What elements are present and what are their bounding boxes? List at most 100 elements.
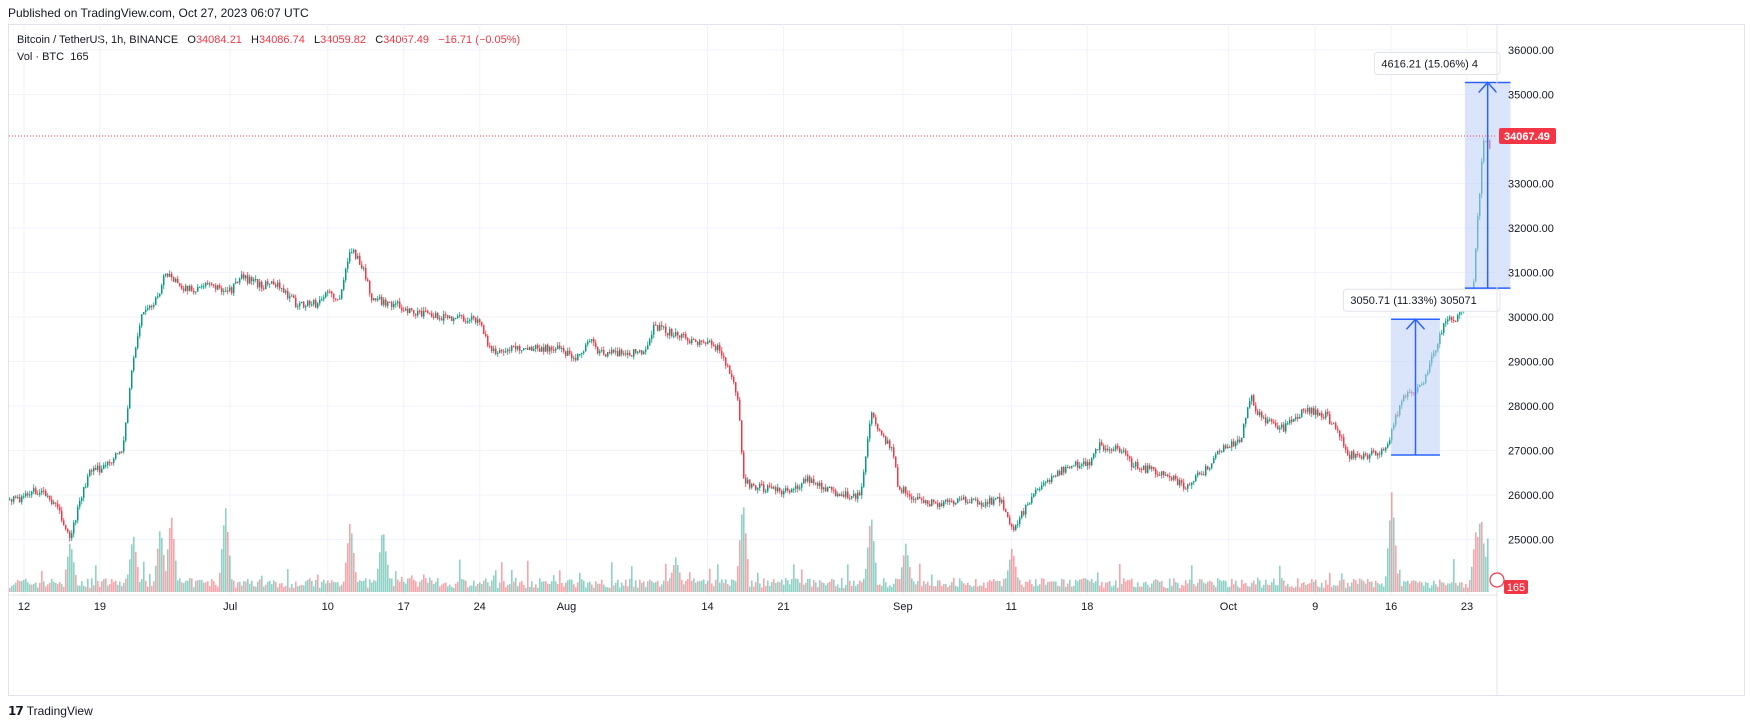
volume-bar	[493, 575, 495, 592]
candle-body	[599, 351, 601, 354]
volume-bar	[429, 577, 431, 592]
volume-bar	[415, 581, 417, 592]
candle-body	[471, 316, 473, 320]
volume-bar	[1331, 586, 1333, 592]
candle-body	[407, 308, 409, 313]
chart-frame[interactable]	[8, 24, 1745, 696]
volume-bar	[1195, 586, 1197, 592]
volume-bar	[21, 581, 23, 592]
volume-bar	[359, 580, 361, 592]
volume-bar	[919, 563, 921, 592]
volume-bar	[1479, 523, 1481, 592]
candle-body	[1057, 470, 1059, 477]
candle-body	[613, 349, 615, 353]
candle-body	[283, 288, 285, 293]
candle-body	[1443, 323, 1445, 334]
volume-bar	[897, 579, 899, 592]
candle-body	[767, 485, 769, 492]
volume-bar	[839, 587, 841, 592]
candle-body	[1117, 445, 1119, 449]
volume-bar	[219, 572, 221, 592]
volume-bar	[1291, 586, 1293, 592]
volume-bar	[1067, 583, 1069, 592]
volume-bar	[1215, 587, 1217, 592]
volume-bar	[65, 569, 67, 592]
candle-body	[573, 357, 575, 359]
candle-body	[543, 347, 545, 352]
volume-bar	[1071, 586, 1073, 592]
published-note: Published on TradingView.com, Oct 27, 20…	[8, 6, 309, 20]
volume-bar	[119, 581, 121, 592]
volume-bar	[73, 562, 75, 592]
candle-body	[893, 447, 895, 457]
candle-body	[87, 476, 89, 487]
candle-body	[1373, 450, 1375, 452]
candle-body	[1309, 407, 1311, 414]
volume-bar	[871, 519, 873, 592]
candle-body	[1325, 411, 1327, 418]
volume-bar	[1123, 578, 1125, 592]
volume-bar	[79, 585, 81, 592]
candle-body	[1099, 442, 1101, 450]
candle-body	[825, 487, 827, 492]
candle-body	[23, 496, 25, 498]
volume-bar	[355, 572, 357, 592]
candle-body	[511, 345, 513, 351]
volume-bar	[1209, 580, 1211, 592]
candle-body	[347, 261, 349, 269]
volume-bar	[377, 568, 379, 592]
volume-bar	[1219, 579, 1221, 592]
volume-bar	[1187, 583, 1189, 592]
candle-body	[725, 357, 727, 366]
volume-bar	[967, 582, 969, 592]
volume-bar	[1039, 584, 1041, 592]
volume-bar	[1235, 580, 1237, 592]
candle-body	[925, 500, 927, 504]
volume-bar	[519, 582, 521, 592]
candle-body	[639, 350, 641, 352]
footer-brand[interactable]: 𝟭𝟳 TradingView	[8, 704, 93, 718]
candle-body	[413, 310, 415, 314]
volume-bar	[775, 583, 777, 592]
candle-body	[171, 273, 173, 278]
candle-body	[827, 487, 829, 492]
volume-bar	[1075, 579, 1077, 592]
volume-bar	[489, 586, 491, 592]
volume-bar	[743, 507, 745, 592]
volume-bar	[1395, 545, 1397, 592]
volume-bar	[655, 582, 657, 592]
candle-body	[903, 487, 905, 493]
candle-body	[1359, 455, 1361, 457]
candle-body	[111, 462, 113, 464]
volume-bar	[537, 587, 539, 592]
candle-body	[1037, 489, 1039, 491]
candle-body	[1135, 462, 1137, 467]
volume-bar	[559, 570, 561, 592]
volume-bar	[381, 535, 383, 592]
volume-bar	[175, 560, 177, 592]
volume-bar	[1257, 577, 1259, 592]
volume-bar	[513, 581, 515, 592]
candle-body	[953, 500, 955, 505]
volume-bar	[895, 578, 897, 592]
candle-body	[237, 281, 239, 283]
volume-bar	[1373, 586, 1375, 592]
candle-body	[841, 494, 843, 497]
candle-body	[29, 494, 31, 496]
volume-bar	[237, 582, 239, 592]
volume-bar	[1171, 585, 1173, 592]
candle-body	[1183, 482, 1185, 489]
candle-body	[1161, 471, 1163, 476]
candle-body	[199, 286, 201, 288]
volume-bar	[947, 587, 949, 592]
volume-badge-label: 165	[1507, 582, 1525, 594]
volume-bar	[959, 578, 961, 592]
volume-bar	[1111, 586, 1113, 592]
candle-body	[1139, 468, 1141, 470]
volume-bar	[645, 587, 647, 592]
candle-body	[197, 287, 199, 292]
volume-bar	[497, 587, 499, 592]
candle-body	[1079, 465, 1081, 468]
